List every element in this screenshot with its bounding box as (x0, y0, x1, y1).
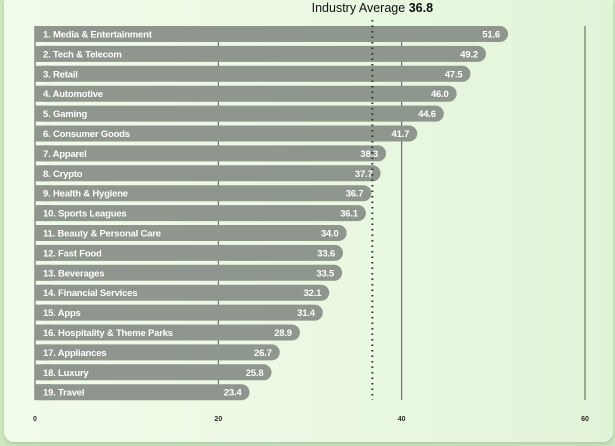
value-label-2: 49.2 (460, 49, 478, 60)
value-label-18: 25.8 (246, 368, 264, 379)
category-label-7: 7. Apparel (43, 149, 87, 160)
category-label-1: 1. Media & Entertainment (43, 30, 153, 41)
bar-chart: 1. Media & Entertainment 51.6 2. Tech & Te… (33, 1, 589, 423)
bar-17 (35, 344, 280, 361)
category-label-10: 10. Sports Leagues (43, 209, 127, 220)
category-label-18: 18. Luxury (43, 368, 89, 379)
x-tick-label-20: 20 (214, 416, 222, 423)
bar-4-left-cap (35, 85, 51, 102)
bar-19-left-cap (35, 384, 51, 401)
bar-5 (35, 105, 444, 122)
bar-1 (35, 26, 508, 42)
category-label-9: 9. Health & Hygiene (43, 189, 128, 200)
bar-10 (35, 205, 366, 222)
bar-13-left-cap (35, 264, 51, 281)
x-axis-ticks: 0 20 40 60 (33, 416, 589, 423)
bar-15 (35, 304, 323, 321)
category-label-16: 16. Hospitality & Theme Parks (43, 328, 173, 339)
bar-8 (35, 165, 381, 182)
category-label-14: 14. Financial Services (43, 288, 137, 299)
bar-1-left-cap (35, 26, 51, 42)
value-label-4: 46.0 (431, 89, 449, 100)
category-label-12: 12. Fast Food (43, 248, 102, 259)
category-label-5: 5. Gaming (43, 109, 88, 120)
value-label-1: 51.6 (482, 30, 500, 41)
value-label-19: 23.4 (224, 388, 243, 399)
bar-13 (35, 264, 343, 281)
bar-11-left-cap (35, 225, 51, 241)
category-label-13: 13. Beverages (43, 268, 104, 279)
bar-8-left-cap (35, 165, 51, 182)
bar-9-left-cap (35, 185, 51, 202)
bar-15-left-cap (35, 304, 51, 321)
category-label-6: 6. Consumer Goods (43, 129, 130, 140)
value-label-7: 38.3 (360, 149, 378, 160)
category-label-3: 3. Retail (43, 69, 78, 80)
value-label-12: 33.6 (317, 248, 335, 259)
category-label-2: 2. Tech & Telecom (43, 49, 122, 60)
bars: 1. Media & Entertainment 51.6 2. Tech & Te… (35, 26, 508, 401)
bar-19 (35, 384, 250, 401)
category-label-15: 15. Apps (43, 308, 81, 319)
industry-average-title: Industry Average (312, 1, 406, 15)
average-marker: Industry Average 36.8 (312, 1, 433, 400)
category-label-8: 8. Crypto (43, 169, 83, 180)
bar-16 (35, 324, 300, 341)
bar-14 (35, 284, 330, 301)
value-label-15: 31.4 (297, 308, 316, 319)
value-label-11: 34.0 (321, 229, 339, 240)
value-label-9: 36.7 (346, 189, 364, 200)
category-label-11: 11. Beauty & Personal Care (43, 229, 161, 240)
value-label-14: 32.1 (304, 288, 323, 299)
bar-5-left-cap (35, 105, 51, 122)
bar-6 (35, 125, 418, 142)
value-label-6: 41.7 (392, 129, 410, 140)
chart-card: 1. Media & Entertainment 51.6 2. Tech & Te… (4, 0, 613, 442)
industry-average-value: 36.8 (409, 1, 433, 15)
bar-10-left-cap (35, 205, 51, 222)
category-label-4: 4. Automotive (43, 89, 103, 100)
bar-16-left-cap (35, 324, 51, 341)
bar-9 (35, 185, 372, 202)
bar-17-left-cap (35, 344, 51, 361)
bar-14-left-cap (35, 284, 51, 301)
category-label-17: 17. Appliances (43, 348, 106, 359)
value-label-16: 28.9 (274, 328, 292, 339)
bar-3 (35, 65, 471, 82)
value-label-3: 47.5 (445, 69, 464, 80)
value-label-10: 36.1 (340, 209, 359, 220)
bar-2 (35, 45, 486, 62)
bar-18 (35, 364, 272, 381)
value-label-5: 44.6 (418, 109, 436, 120)
bar-12 (35, 244, 343, 261)
bar-6-left-cap (35, 125, 51, 142)
bar-2-left-cap (35, 45, 51, 62)
bar-7 (35, 145, 387, 162)
x-tick-label-60: 60 (581, 416, 589, 423)
bar-12-left-cap (35, 244, 51, 261)
bar-7-left-cap (35, 145, 51, 162)
category-label-19: 19. Travel (43, 388, 84, 399)
bar-18-left-cap (35, 364, 51, 381)
value-label-13: 33.5 (316, 268, 335, 279)
x-tick-label-40: 40 (398, 416, 406, 423)
bar-4 (35, 85, 457, 102)
value-label-17: 26.7 (254, 348, 272, 359)
industry-average-label: Industry Average 36.8 (312, 1, 433, 15)
value-label-8: 37.7 (355, 169, 373, 180)
x-tick-label-0: 0 (33, 416, 37, 423)
bar-11 (35, 225, 347, 241)
bar-3-left-cap (35, 65, 51, 82)
